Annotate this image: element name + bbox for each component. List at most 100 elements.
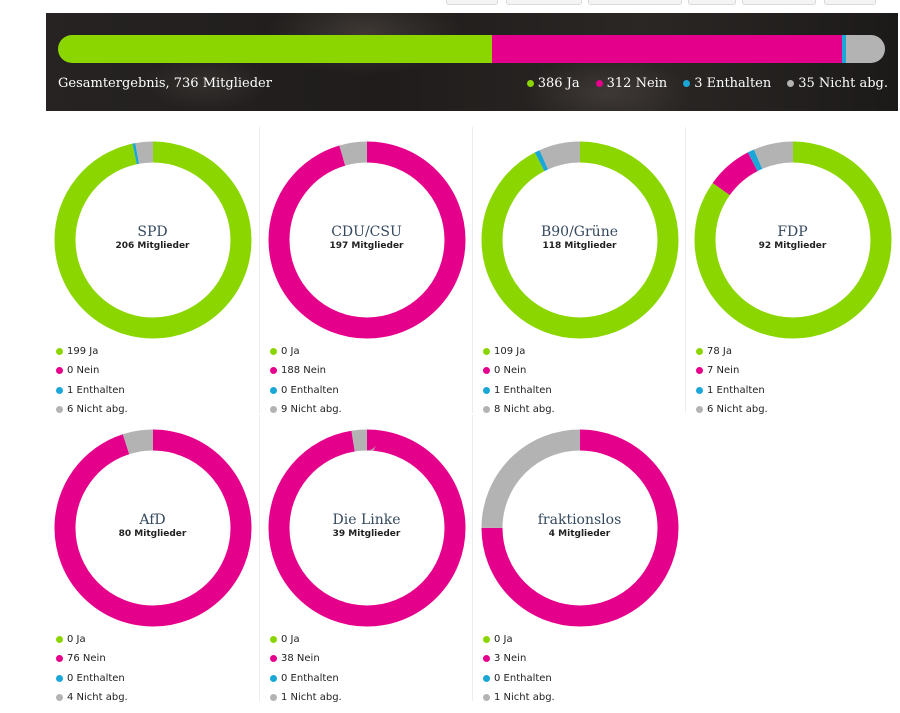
donut-slice-nicht_abg <box>694 141 892 339</box>
party-legend-item-nein: 38 Nein <box>270 649 342 668</box>
party-legend-label: 109 Ja <box>494 346 526 358</box>
summary-legend-label: 3 Enthalten <box>694 76 772 91</box>
party-legend-item-nicht_abg: 1 Nicht abg. <box>270 688 342 707</box>
summary-legend: 386 Ja 312 Nein 3 Enthalten 35 Nicht abg. <box>526 76 888 91</box>
party-legend-label: 0 Enthalten <box>494 672 552 684</box>
legend-dot <box>483 655 490 663</box>
party-legend-item-enthalten: 0 Enthalten <box>483 669 555 688</box>
summary-legend-item-enthalten: 3 Enthalten <box>683 76 771 91</box>
donut-svg <box>481 429 679 627</box>
party-member-count: 206 Mitglieder <box>115 241 190 251</box>
donut-slice-nicht_abg <box>54 141 252 339</box>
party-legend-label: 0 Ja <box>281 346 300 358</box>
party-legend-item-ja: 0 Ja <box>56 630 128 649</box>
tab-stub[interactable] <box>688 0 736 5</box>
party-legend-item-enthalten: 0 Enthalten <box>270 669 342 688</box>
party-legend-item-nicht_abg: 9 Nicht abg. <box>270 400 342 419</box>
party-legend-item-nein: 76 Nein <box>56 649 128 668</box>
party-donut-chart <box>694 141 892 339</box>
donut-svg <box>694 141 892 339</box>
legend-dot <box>696 367 703 375</box>
summary-legend-label: 35 Nicht abg. <box>798 76 888 91</box>
donut-slice-ja <box>481 141 679 339</box>
party-legend-item-nicht_abg: 6 Nicht abg. <box>56 400 128 419</box>
party-legend-item-ja: 199 Ja <box>56 342 128 361</box>
party-legend-item-nein: 188 Nein <box>270 361 342 380</box>
summary-legend-item-ja: 386 Ja <box>526 76 580 91</box>
tab-stub[interactable] <box>742 0 816 5</box>
legend-dot <box>56 636 63 644</box>
party-legend-item-nicht_abg: 6 Nicht abg. <box>696 400 768 419</box>
party-legend-label: 1 Enthalten <box>707 384 765 396</box>
legend-dot <box>483 367 490 375</box>
party-legend-label: 1 Enthalten <box>494 384 552 396</box>
legend-dot <box>270 386 277 394</box>
legend-dot <box>270 655 277 663</box>
party-legend-item-nicht_abg: 1 Nicht abg. <box>483 688 555 707</box>
tab-stub[interactable] <box>446 0 498 5</box>
donut-svg <box>481 141 679 339</box>
legend-dot <box>696 406 703 414</box>
party-legend-item-ja: 109 Ja <box>483 342 555 361</box>
party-donut-chart <box>481 429 679 627</box>
party-legend: 78 Ja 7 Nein 1 Enthalten 6 Nicht abg. <box>696 342 768 419</box>
legend-dot <box>483 674 490 682</box>
party-card: AfD 80 Mitglieder 0 Ja 76 Nein 0 Enthalten 4 … <box>46 415 259 704</box>
party-donut-chart <box>481 141 679 339</box>
party-donut-chart <box>54 141 252 339</box>
party-legend: 0 Ja 38 Nein 0 Enthalten 1 Nicht abg. <box>270 630 342 707</box>
total-bar-segment-enthalten <box>842 35 846 63</box>
party-member-count: 197 Mitglieder <box>329 241 404 251</box>
summary-legend-label: 312 Nein <box>606 76 668 91</box>
party-donut-chart <box>268 141 466 339</box>
party-member-count: 39 Mitglieder <box>332 529 401 539</box>
donut-svg <box>268 429 466 627</box>
party-legend-label: 7 Nein <box>707 365 740 377</box>
legend-dot <box>270 348 277 356</box>
party-card: SPD 206 Mitglieder 199 Ja 0 Nein 1 Enthalten… <box>46 127 259 415</box>
total-bar-segment-nein <box>491 35 843 63</box>
party-name: Die Linke <box>332 512 401 528</box>
donut-slice-nicht_abg <box>481 141 679 339</box>
summary-legend-label: 386 Ja <box>537 76 580 91</box>
party-legend-item-ja: 0 Ja <box>270 342 342 361</box>
tab-stub[interactable] <box>824 0 876 5</box>
legend-dot <box>56 655 63 663</box>
party-legend-label: 199 Ja <box>67 346 99 358</box>
party-card: fraktionslos 4 Mitglieder 0 Ja 3 Nein 0 Enth… <box>472 415 686 703</box>
party-legend-item-ja: 0 Ja <box>483 630 555 649</box>
tab-stub[interactable] <box>506 0 582 5</box>
party-donut-chart <box>54 429 252 627</box>
party-donut-chart <box>268 429 466 627</box>
donut-slice-nicht_abg <box>268 429 466 627</box>
donut-slice-nein <box>268 429 466 627</box>
party-legend-item-enthalten: 0 Enthalten <box>270 381 342 400</box>
legend-dot <box>787 80 795 87</box>
party-legend-label: 0 Nein <box>494 365 527 377</box>
party-legend-label: 76 Nein <box>67 653 106 665</box>
donut-slice-nein <box>54 429 252 627</box>
party-name: B90/Grüne <box>540 224 618 240</box>
party-legend-item-nein: 0 Nein <box>56 361 128 380</box>
party-legend-label: 0 Ja <box>281 634 300 646</box>
party-member-count: 92 Mitglieder <box>758 241 827 251</box>
party-legend-label: 0 Ja <box>67 634 86 646</box>
legend-dot <box>483 386 490 394</box>
party-card: FDP 92 Mitglieder 78 Ja 7 Nein 1 Enthalten 6 … <box>685 127 899 415</box>
tab-stub[interactable] <box>588 0 682 5</box>
legend-dot <box>270 406 277 414</box>
party-member-count: 4 Mitglieder <box>548 529 611 539</box>
donut-slice-nicht_abg <box>268 141 466 339</box>
legend-dot <box>56 348 63 356</box>
party-name: SPD <box>137 224 168 240</box>
party-legend-label: 0 Enthalten <box>67 672 125 684</box>
summary-banner: Gesamtergebnis, 736 Mitglieder 386 Ja 312… <box>46 13 898 111</box>
party-legend-item-enthalten: 1 Enthalten <box>483 381 555 400</box>
party-legend-label: 4 Nicht abg. <box>67 692 128 704</box>
legend-dot <box>483 348 490 356</box>
summary-legend-item-nein: 312 Nein <box>595 76 668 91</box>
party-legend-item-ja: 0 Ja <box>270 630 342 649</box>
legend-dot <box>595 80 603 87</box>
party-legend-label: 1 Nicht abg. <box>494 692 555 704</box>
donut-svg <box>54 141 252 339</box>
